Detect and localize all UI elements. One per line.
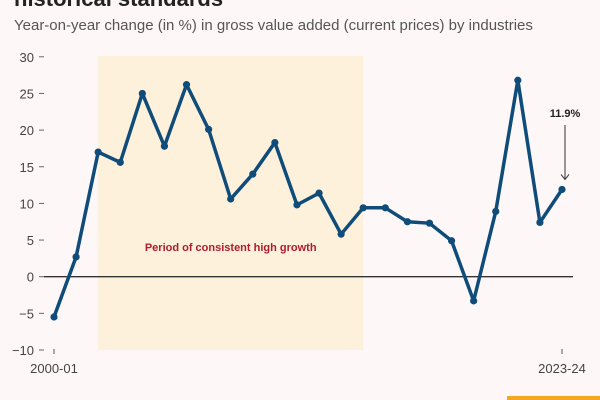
- data-points: [50, 76, 566, 321]
- high-growth-band: [98, 55, 364, 351]
- data-point: [447, 237, 456, 245]
- data-point: [271, 138, 279, 147]
- y-tick-label: 20: [20, 123, 34, 138]
- data-point: [403, 218, 411, 226]
- data-point: [182, 81, 191, 89]
- data-point: [249, 170, 257, 178]
- data-point: [470, 297, 478, 305]
- y-tick-label: 30: [20, 50, 34, 65]
- data-point: [315, 189, 323, 197]
- data-point: [293, 201, 301, 209]
- data-point: [138, 89, 146, 98]
- x-axis: 2000-01 2023-24: [30, 349, 586, 376]
- data-point: [205, 125, 213, 133]
- data-point: [227, 195, 235, 203]
- data-point: [536, 218, 544, 227]
- accent-bar: [507, 396, 600, 400]
- chart-title: historical standards: [14, 0, 223, 12]
- data-point: [558, 185, 566, 194]
- data-point: [492, 207, 500, 216]
- y-axis: 30 25 20 15 10 5 0 −5 −10: [12, 50, 44, 358]
- data-point: [359, 204, 367, 212]
- series-line: [52, 78, 564, 318]
- data-point: [94, 148, 102, 156]
- y-tick-label: 10: [20, 196, 34, 211]
- data-point: [72, 253, 80, 261]
- y-tick-label: −10: [12, 343, 34, 358]
- data-point: [50, 313, 58, 321]
- data-point: [381, 204, 389, 212]
- data-point: [425, 219, 434, 227]
- x-tick-label: 2000-01: [30, 361, 78, 376]
- annotation-label: 11.9%: [550, 108, 581, 120]
- y-tick-label: −5: [19, 306, 34, 321]
- x-tick-label: 2023-24: [538, 361, 586, 376]
- y-tick-label: 0: [27, 270, 34, 285]
- data-point: [116, 158, 124, 166]
- annotation-arrowhead-icon: [560, 174, 570, 181]
- data-point: [160, 142, 169, 150]
- shaded-region-label: Period of consistent high growth: [145, 242, 317, 254]
- chart-subtitle: Year-on-year change (in %) in gross valu…: [14, 17, 533, 34]
- y-tick-label: 5: [27, 233, 34, 248]
- y-tick-label: 15: [20, 160, 34, 175]
- y-tick-label: 25: [20, 86, 34, 101]
- data-point: [337, 230, 345, 238]
- data-point: [514, 76, 522, 84]
